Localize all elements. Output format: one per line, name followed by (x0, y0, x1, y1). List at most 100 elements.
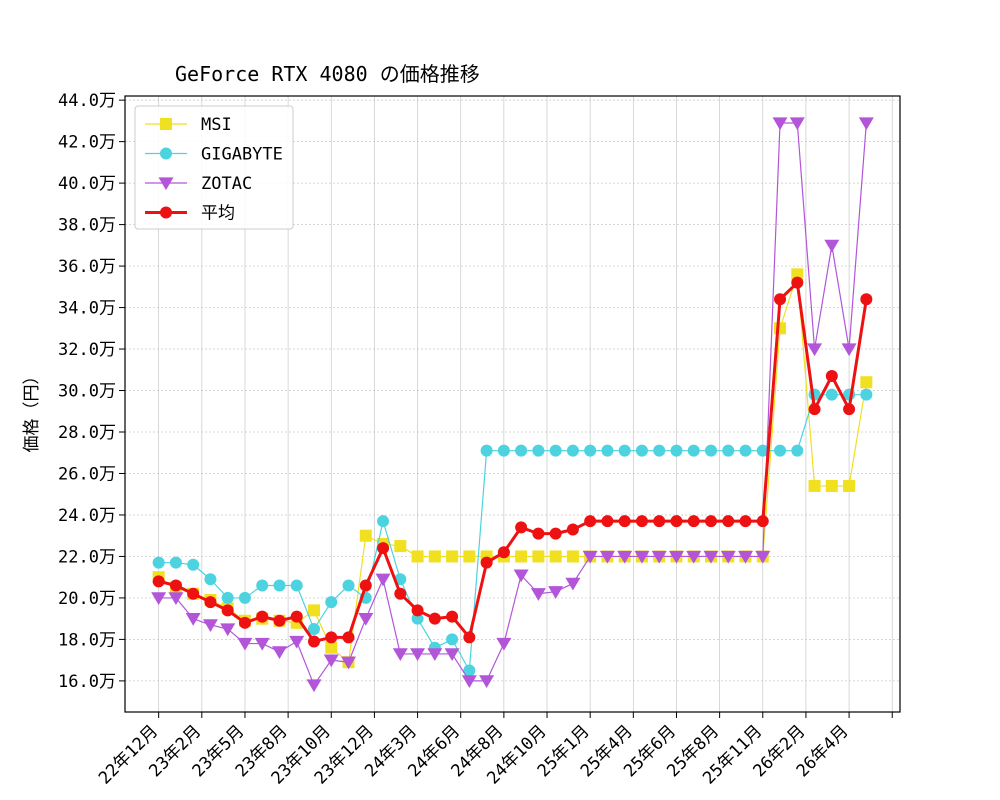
data-point (375, 573, 391, 587)
data-point (860, 293, 873, 306)
data-point (204, 596, 217, 609)
data-point (825, 370, 838, 382)
data-point (599, 550, 615, 564)
legend-entry: ZOTAC (145, 174, 252, 194)
data-point (653, 444, 666, 457)
data-point (824, 239, 840, 253)
data-point (825, 388, 838, 401)
data-point (411, 612, 424, 625)
data-point (325, 631, 338, 644)
data-point (807, 343, 823, 357)
data-point (791, 268, 804, 281)
data-point (256, 610, 269, 623)
series-GIGABYTE (152, 388, 873, 677)
data-point (358, 613, 374, 626)
data-point (601, 444, 614, 457)
data-point (308, 635, 321, 648)
data-point (808, 479, 821, 492)
data-point (394, 587, 407, 600)
data-point (168, 592, 184, 606)
y-tick-label: 40.0万 (58, 174, 116, 194)
data-point (202, 619, 218, 633)
data-point (530, 588, 546, 601)
data-point (169, 556, 182, 569)
data-point (187, 587, 200, 600)
data-point (618, 444, 631, 457)
data-point (273, 614, 286, 627)
data-point (686, 550, 702, 564)
legend-label: 平均 (201, 204, 235, 224)
data-point (548, 586, 564, 599)
legend-label: GIGABYTE (201, 145, 283, 165)
data-point (273, 579, 286, 592)
data-point (584, 515, 597, 528)
data-point (843, 479, 856, 492)
data-point (791, 444, 804, 457)
data-point (428, 550, 441, 563)
y-tick-label: 28.0万 (58, 423, 116, 443)
y-tick-label: 20.0万 (58, 589, 116, 609)
data-point (290, 610, 303, 623)
data-point (860, 388, 873, 401)
data-point (670, 444, 683, 457)
data-point (617, 550, 633, 564)
data-point (720, 550, 736, 564)
data-point (463, 631, 476, 644)
data-point (479, 675, 495, 689)
data-point (497, 444, 510, 457)
data-point (342, 631, 355, 644)
series-ZOTAC (151, 117, 874, 693)
data-point (566, 550, 579, 563)
data-point (566, 523, 579, 536)
data-point (704, 444, 717, 457)
data-point (601, 515, 614, 528)
data-point (446, 610, 459, 623)
data-point (342, 579, 355, 592)
y-tick-label: 18.0万 (58, 630, 116, 650)
legend-marker (160, 118, 172, 130)
data-point (496, 637, 512, 651)
legend-label: ZOTAC (201, 174, 252, 194)
data-point (618, 515, 631, 528)
legend-label: MSI (201, 115, 232, 135)
data-point (756, 515, 769, 528)
data-point (653, 515, 666, 528)
y-tick-label: 44.0万 (58, 91, 116, 111)
data-point (377, 515, 390, 528)
y-tick-label: 42.0万 (58, 133, 116, 153)
data-point (152, 556, 165, 569)
data-point (290, 579, 303, 592)
data-point (515, 550, 528, 563)
data-point (427, 648, 443, 662)
data-point (497, 546, 510, 559)
data-point (446, 633, 459, 646)
data-point (463, 664, 476, 677)
data-point (289, 635, 305, 649)
series-line (158, 273, 867, 663)
data-point (151, 592, 167, 606)
data-point (308, 623, 321, 636)
data-point (634, 550, 650, 564)
data-point (480, 444, 493, 457)
data-point (325, 596, 338, 609)
data-point (394, 540, 407, 553)
data-point (565, 577, 581, 591)
data-point (254, 637, 270, 651)
legend-marker (160, 147, 172, 160)
legend-entry: GIGABYTE (145, 145, 283, 165)
y-tick-label: 30.0万 (58, 382, 116, 402)
data-point (515, 444, 528, 457)
data-point (582, 550, 598, 564)
data-point (377, 542, 390, 555)
data-point (238, 616, 251, 629)
data-point (739, 515, 752, 528)
data-point (271, 646, 287, 659)
data-point (549, 527, 562, 540)
data-point (774, 322, 787, 335)
data-point (532, 550, 545, 563)
data-point (392, 648, 408, 662)
data-point (860, 376, 873, 389)
data-point (789, 117, 805, 131)
data-point (808, 403, 821, 416)
